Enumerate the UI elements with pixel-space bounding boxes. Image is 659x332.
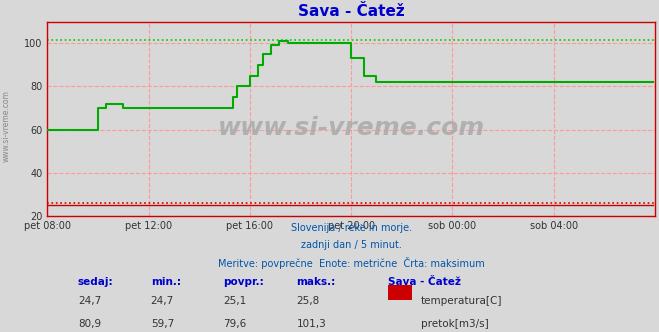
Text: 25,1: 25,1 bbox=[223, 296, 247, 306]
Text: povpr.:: povpr.: bbox=[223, 277, 264, 287]
Text: 79,6: 79,6 bbox=[223, 319, 247, 329]
Text: zadnji dan / 5 minut.: zadnji dan / 5 minut. bbox=[301, 240, 401, 250]
Text: Sava - Čatež: Sava - Čatež bbox=[387, 277, 461, 287]
Text: 59,7: 59,7 bbox=[151, 319, 174, 329]
Text: maks.:: maks.: bbox=[297, 277, 335, 287]
Text: 101,3: 101,3 bbox=[297, 319, 326, 329]
Text: Slovenija / reke in morje.: Slovenija / reke in morje. bbox=[291, 222, 412, 233]
Text: 24,7: 24,7 bbox=[78, 296, 101, 306]
Text: 24,7: 24,7 bbox=[151, 296, 174, 306]
Text: temperatura[C]: temperatura[C] bbox=[421, 296, 502, 306]
FancyBboxPatch shape bbox=[387, 307, 412, 323]
Text: Meritve: povprečne  Enote: metrične  Črta: maksimum: Meritve: povprečne Enote: metrične Črta:… bbox=[217, 257, 484, 269]
Title: Sava - Čatež: Sava - Čatež bbox=[298, 4, 405, 19]
Text: 80,9: 80,9 bbox=[78, 319, 101, 329]
Text: min.:: min.: bbox=[151, 277, 181, 287]
Text: www.si-vreme.com: www.si-vreme.com bbox=[2, 90, 11, 162]
Text: pretok[m3/s]: pretok[m3/s] bbox=[421, 319, 489, 329]
Text: sedaj:: sedaj: bbox=[78, 277, 113, 287]
FancyBboxPatch shape bbox=[387, 285, 412, 300]
Text: www.si-vreme.com: www.si-vreme.com bbox=[217, 117, 485, 140]
Text: 25,8: 25,8 bbox=[297, 296, 320, 306]
